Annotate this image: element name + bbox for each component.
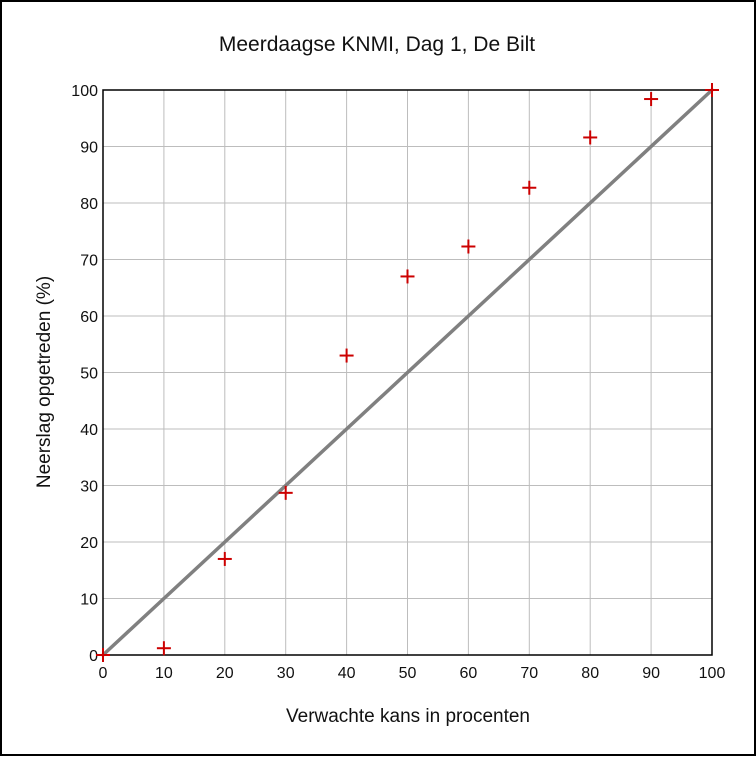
data-points: [96, 83, 719, 662]
x-tick-label: 90: [642, 665, 660, 682]
tick-labels: 0 10 20 30 40 50 60 70 80 90 100 0 10 20 30 40 50 60 70 80 9…: [71, 83, 725, 682]
x-tick-label: 20: [216, 665, 234, 682]
x-tick-label: 30: [277, 665, 295, 682]
x-tick-label: 0: [99, 665, 108, 682]
data-point: [583, 130, 598, 145]
x-tick-label: 100: [699, 665, 726, 682]
x-axis-label: Verwachte kans in procenten: [286, 706, 530, 727]
x-tick-label: 60: [460, 665, 478, 682]
data-point: [156, 641, 171, 656]
data-point: [461, 239, 476, 254]
reference-line-group: [101, 88, 714, 657]
y-axis-label: Neerslag opgetreden (%): [34, 276, 55, 488]
x-tick-label: 50: [399, 665, 417, 682]
data-point: [339, 348, 354, 363]
chart-title: Meerdaagse KNMI, Dag 1, De Bilt: [219, 33, 535, 56]
data-point: [278, 485, 293, 500]
y-tick-label: 80: [80, 196, 98, 213]
y-tick-label: 100: [71, 83, 98, 100]
y-tick-label: 70: [80, 253, 98, 270]
data-point: [705, 83, 719, 97]
y-tick-label: 40: [80, 422, 98, 439]
data-point: [400, 269, 415, 284]
y-tick-label: 20: [80, 535, 98, 552]
y-tick-label: 10: [80, 592, 98, 609]
x-tick-label: 10: [155, 665, 173, 682]
y-tick-label: 90: [80, 140, 98, 157]
data-point: [522, 180, 537, 195]
y-tick-label: 30: [80, 479, 98, 496]
data-point: [217, 551, 232, 566]
data-point: [96, 648, 110, 662]
x-tick-label: 70: [520, 665, 538, 682]
reference-line: [101, 88, 714, 657]
data-point: [644, 92, 659, 107]
y-tick-label: 0: [89, 648, 98, 665]
x-tick-label: 40: [338, 665, 356, 682]
y-tick-label: 50: [80, 366, 98, 383]
x-tick-label: 80: [581, 665, 599, 682]
y-tick-label: 60: [80, 309, 98, 326]
grid: [102, 89, 713, 656]
plot-area-frame: [102, 89, 713, 656]
